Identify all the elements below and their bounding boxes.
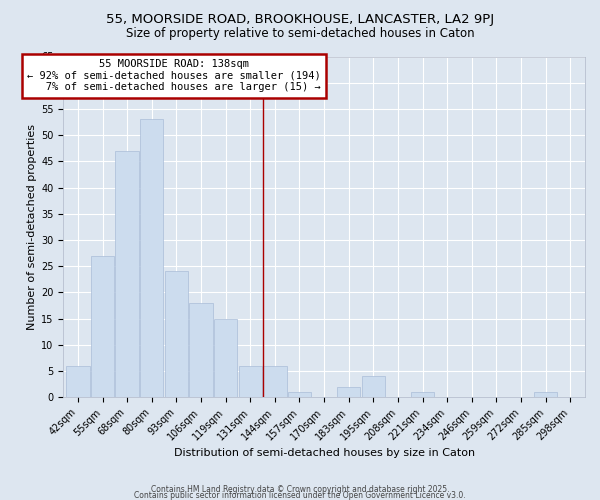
Text: Contains public sector information licensed under the Open Government Licence v3: Contains public sector information licen… — [134, 490, 466, 500]
Bar — [337, 386, 361, 397]
Bar — [140, 120, 163, 397]
Text: Contains HM Land Registry data © Crown copyright and database right 2025.: Contains HM Land Registry data © Crown c… — [151, 485, 449, 494]
Bar — [288, 392, 311, 397]
Bar — [411, 392, 434, 397]
Bar — [214, 318, 238, 397]
Bar — [362, 376, 385, 397]
Bar — [115, 151, 139, 397]
Text: Size of property relative to semi-detached houses in Caton: Size of property relative to semi-detach… — [125, 28, 475, 40]
Text: 55 MOORSIDE ROAD: 138sqm
← 92% of semi-detached houses are smaller (194)
   7% o: 55 MOORSIDE ROAD: 138sqm ← 92% of semi-d… — [27, 59, 321, 92]
Text: 55, MOORSIDE ROAD, BROOKHOUSE, LANCASTER, LA2 9PJ: 55, MOORSIDE ROAD, BROOKHOUSE, LANCASTER… — [106, 12, 494, 26]
Bar — [165, 272, 188, 397]
Bar — [66, 366, 89, 397]
Y-axis label: Number of semi-detached properties: Number of semi-detached properties — [27, 124, 37, 330]
X-axis label: Distribution of semi-detached houses by size in Caton: Distribution of semi-detached houses by … — [173, 448, 475, 458]
Bar — [91, 256, 114, 397]
Bar — [534, 392, 557, 397]
Bar — [239, 366, 262, 397]
Bar — [263, 366, 287, 397]
Bar — [190, 303, 213, 397]
